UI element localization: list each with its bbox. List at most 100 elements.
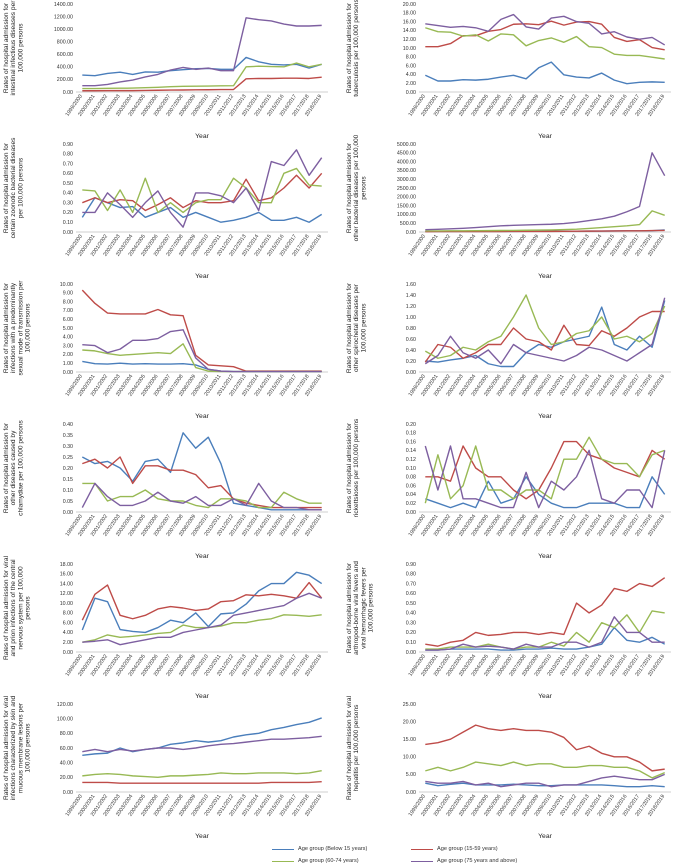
y-tick-label: 7.00 <box>63 308 73 314</box>
y-tick-label: 0.80 <box>63 152 73 158</box>
y-tick-label: 0.12 <box>406 457 416 463</box>
y-axis-label: Rates of hospital admission for <box>3 2 10 93</box>
y-tick-label: 0.30 <box>63 200 73 206</box>
legend-swatch-15to59 <box>411 848 433 850</box>
y-axis-label: Rates of hospital admission for <box>346 562 353 653</box>
y-tick-label: 100.00 <box>57 716 73 722</box>
y-tick-label: 25.00 <box>403 702 416 708</box>
y-tick-label: 20.00 <box>403 719 416 725</box>
y-tick-label: 0.70 <box>63 161 73 167</box>
y-tick-label: 0.05 <box>63 499 73 505</box>
chart-svg-11: 0.0020.0040.0060.0080.00100.00120.001999… <box>3 695 328 840</box>
chart-svg-2: 0.00 2.00 4.00 6.00 8.00 10.00 12.00 14.00 16.00… <box>346 0 671 140</box>
x-axis-title: Year <box>195 693 209 700</box>
y-tick-label: 0.30 <box>63 444 73 450</box>
y-tick-label: 0.00 <box>406 650 416 656</box>
y-tick-label: 12.00 <box>60 591 73 597</box>
y-tick-label: 16.00 <box>403 19 416 25</box>
y-axis-label: and prion infections of the central <box>10 559 17 657</box>
chart-grid: 0.00 200.00 400.00 600.00 800.00 1000.00 1200.… <box>0 0 671 840</box>
chart-panel-1: 0.00 200.00 400.00 600.00 800.00 1000.00 1200.… <box>0 0 342 140</box>
y-tick-label: 600.00 <box>57 52 73 58</box>
series-line-15to59 <box>82 781 322 784</box>
y-axis-label: Rates of hospital admission for viral <box>3 555 10 660</box>
y-tick-label: 0.08 <box>406 475 416 481</box>
series-line-15to59 <box>425 440 666 500</box>
x-axis-title: Year <box>538 133 552 140</box>
y-tick-label: 3500.00 <box>397 168 416 174</box>
series-line-75plus <box>425 773 665 788</box>
y-tick-label: 0.90 <box>63 142 73 148</box>
y-tick-label: 0.90 <box>406 562 416 568</box>
y-axis-label: per 100,000 persons <box>17 157 24 218</box>
y-tick-label: 6.00 <box>63 620 73 626</box>
x-axis-title: Year <box>195 413 209 420</box>
y-tick-label: 1400.00 <box>54 2 73 8</box>
y-tick-label: 0.00 <box>406 790 416 796</box>
y-tick-label: 0.04 <box>406 492 416 498</box>
series-line-75plus <box>424 297 666 365</box>
y-tick-label: 10.00 <box>60 282 73 288</box>
y-tick-label: 0.25 <box>63 455 73 461</box>
series-line-60to74 <box>424 294 666 359</box>
y-tick-label: 2.00 <box>63 352 73 358</box>
series-line-75plus <box>82 735 322 753</box>
series-line-15to59 <box>424 310 665 363</box>
series-line-60to74 <box>82 614 322 643</box>
legend-item-15to59: Age group (15-59 years) <box>411 846 498 852</box>
y-tick-label: 0.00 <box>406 370 416 376</box>
y-tick-label: 0.50 <box>63 181 73 187</box>
y-tick-label: 0.10 <box>63 488 73 494</box>
y-tick-label: 200.00 <box>57 77 73 83</box>
y-tick-label: 800.00 <box>57 40 73 46</box>
y-axis-label: Rates of hospital admission for <box>3 282 10 373</box>
y-tick-label: 0.60 <box>63 171 73 177</box>
y-axis-label: nervous system per 100,000 <box>17 566 24 650</box>
x-axis-title: Year <box>538 413 552 420</box>
legend: Age group (Below 15 years) Age group (15… <box>0 846 685 868</box>
y-axis-label: persons <box>360 176 367 200</box>
y-tick-label: 0.80 <box>406 572 416 578</box>
y-tick-label: 6.00 <box>406 63 416 69</box>
y-tick-label: 2.00 <box>406 81 416 87</box>
x-axis-title: Year <box>195 133 209 140</box>
series-line-60to74 <box>425 761 665 779</box>
legend-swatch-60to74 <box>272 860 294 862</box>
y-tick-label: 0.10 <box>406 466 416 472</box>
y-tick-label: 15.00 <box>403 737 416 743</box>
y-tick-label: 0.15 <box>63 477 73 483</box>
chart-svg-8: 0.00 0.02 0.04 0.06 0.08 0.10 0.12 0.14 0.16 0.18… <box>346 418 671 560</box>
y-tick-label: 2.00 <box>63 640 73 646</box>
y-tick-label: 16.00 <box>60 572 73 578</box>
y-tick-label: 60.00 <box>60 746 73 752</box>
y-tick-label: 80.00 <box>60 731 73 737</box>
series-line-75plus <box>424 445 666 509</box>
y-axis-label: tuberculosis per 100,000 persons <box>353 0 360 97</box>
chart-svg-1: 0.00 200.00 400.00 600.00 800.00 1000.00 1200.… <box>3 0 328 140</box>
y-tick-label: 10.00 <box>403 755 416 761</box>
y-tick-label: 18.00 <box>60 562 73 568</box>
y-axis-label: chlamydiae per 100,000 persons <box>17 419 24 515</box>
y-tick-label: 1.60 <box>406 282 416 288</box>
series-line-below15 <box>82 717 322 757</box>
legend-item-60to74: Age group (60-74 years) <box>272 858 359 864</box>
y-tick-label: 0.00 <box>63 790 73 796</box>
y-axis-label: sexual mode of transmission per <box>17 280 24 376</box>
x-axis-title: Year <box>538 553 552 560</box>
x-axis-title: Year <box>538 273 552 280</box>
y-tick-label: 4500.00 <box>397 151 416 157</box>
y-tick-label: 1.40 <box>406 293 416 299</box>
y-axis-label: 100,000 persons <box>368 583 375 633</box>
series-line-60to74 <box>425 610 665 650</box>
y-tick-label: 4000.00 <box>397 159 416 165</box>
y-axis-label: 100,000 persons <box>17 23 24 73</box>
legend-swatch-below15 <box>272 848 294 850</box>
series-line-60to74 <box>425 27 665 60</box>
series-line-below15 <box>425 626 666 651</box>
legend-label-15to59: Age group (15-59 years) <box>437 846 498 852</box>
y-axis-label: hepatitis per 100,000 persons <box>353 704 360 792</box>
y-tick-label: 0.40 <box>63 422 73 428</box>
y-axis-label: Rates of hospital admission for <box>346 422 353 513</box>
y-tick-label: 0.40 <box>406 611 416 617</box>
chart-svg-3: 0.00 0.10 0.20 0.30 0.40 0.50 0.60 0.70 0.80 0.90… <box>3 137 328 280</box>
